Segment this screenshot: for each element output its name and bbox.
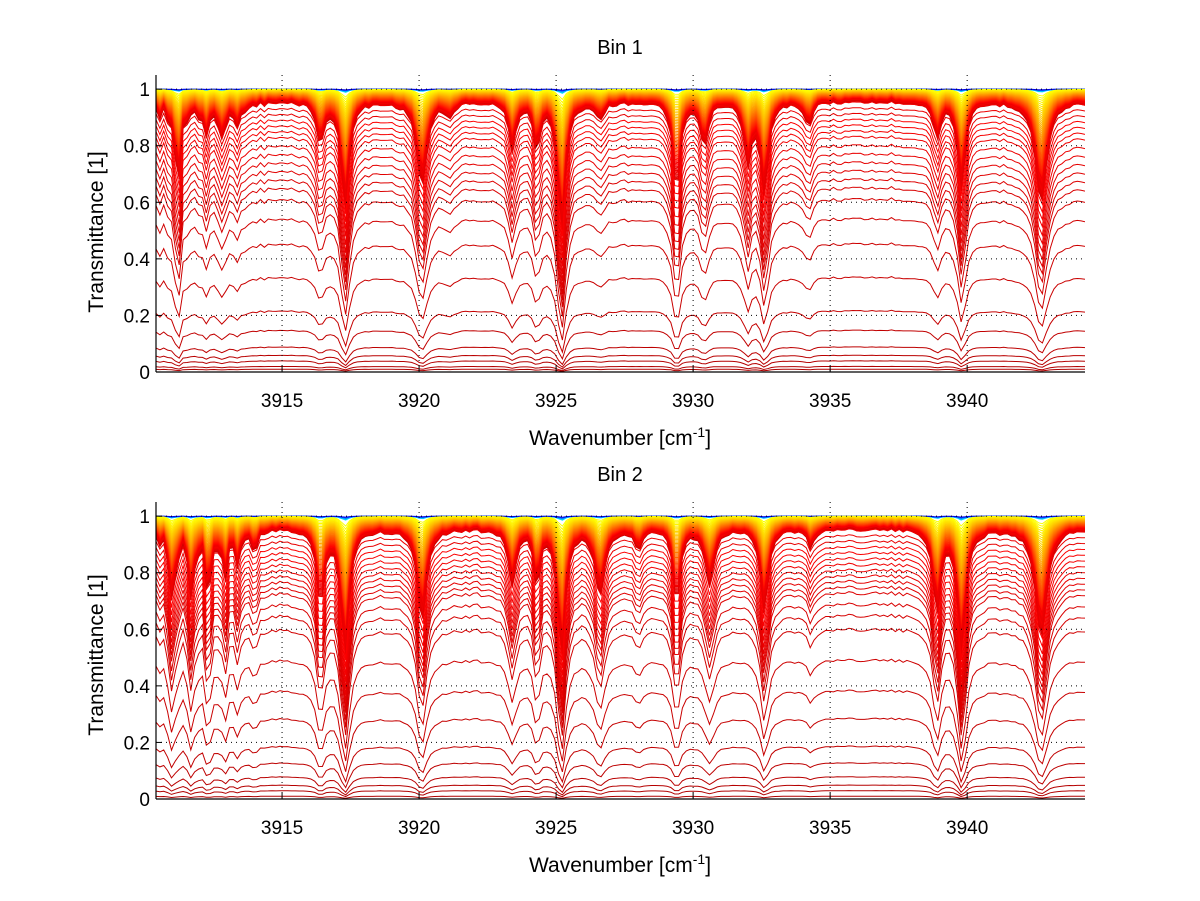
x-tick-label: 3925 [535, 391, 577, 412]
x-tick-label: 3920 [398, 391, 440, 412]
spectrum-line [156, 551, 1085, 669]
spectrum-line [156, 545, 1085, 661]
spectrum-line [156, 129, 1085, 252]
spectrum-line [156, 585, 1085, 708]
spectrum-line [156, 354, 1085, 368]
spectrum-line [156, 98, 1085, 227]
chart-title: Bin 2 [597, 464, 643, 486]
spectrum-line [156, 309, 1085, 354]
spectrum-line [156, 568, 1085, 690]
spectrum-line [156, 112, 1085, 228]
spectrum-line [156, 197, 1085, 308]
y-tick-label: 0.2 [124, 733, 150, 754]
y-tick-label: 0.6 [124, 193, 150, 214]
x-tick-label: 3935 [809, 391, 851, 412]
y-axis-label: Transmittance [1] [85, 151, 108, 312]
spectrum-line [156, 217, 1085, 317]
y-tick-label: 0.8 [124, 137, 150, 158]
x-axis-label-sup: -1 [693, 424, 706, 440]
spectrum-line [156, 118, 1085, 236]
spectrum-line [156, 579, 1085, 702]
plot-area [156, 515, 1085, 799]
x-tick-label: 3935 [809, 818, 851, 839]
y-tick-label: 0 [139, 363, 150, 384]
spectrum-line [156, 135, 1085, 259]
y-tick-label: 0.6 [124, 620, 150, 641]
spectrum-line [156, 658, 1085, 749]
y-tick-label: 0.4 [124, 677, 151, 698]
spectrum-line [156, 329, 1085, 361]
spectrum-line [156, 99, 1085, 234]
x-tick-label: 3915 [261, 391, 303, 412]
x-tick-label: 3940 [946, 818, 988, 839]
subplot-bin-1: Bin 1 Wavenumber [cm-1] Transmittance [1… [85, 37, 1085, 450]
spectrum-line [156, 689, 1085, 762]
x-tick-label: 3925 [535, 818, 577, 839]
spectrum-line [156, 168, 1085, 288]
spectrum-line [156, 534, 1085, 644]
spectrum-line [156, 528, 1085, 635]
spectrum-line [156, 177, 1085, 295]
spectrum-line [156, 562, 1085, 683]
x-axis-label-main: Wavenumber [cm [529, 854, 693, 877]
spectrum-line [156, 784, 1085, 796]
chart-title: Bin 1 [597, 37, 643, 59]
y-tick-label: 0 [139, 790, 150, 811]
spectrum-line [156, 152, 1085, 274]
spectrum-line [156, 795, 1085, 799]
spectrum-line [156, 602, 1085, 721]
spectrum-line [156, 790, 1085, 798]
x-axis-label-end: ] [705, 427, 711, 450]
y-axis-label: Transmittance [1] [85, 574, 108, 735]
subplot-bin-2: Bin 2 Wavenumber [cm-1] Transmittance [1… [85, 464, 1085, 877]
spectrum-line [156, 360, 1085, 370]
x-tick-label: 3915 [261, 818, 303, 839]
spectrum-line [156, 762, 1085, 789]
spectrum-line [156, 574, 1085, 696]
spectrum-line [156, 100, 1085, 210]
spectrum-line [156, 776, 1085, 794]
spectrum-line [156, 143, 1085, 267]
y-tick-label: 1 [139, 507, 150, 528]
spectrum-line [156, 106, 1085, 219]
x-tick-label: 3930 [672, 818, 714, 839]
y-tick-label: 1 [139, 80, 150, 101]
plot-area [156, 88, 1085, 372]
spectrum-line [156, 591, 1085, 714]
x-tick-label: 3930 [672, 391, 714, 412]
spectrum-line [156, 346, 1085, 366]
spectrum-line [156, 185, 1085, 301]
spectrum-line [156, 276, 1085, 341]
spectrum-line [156, 123, 1085, 244]
spectrum-line [156, 613, 1085, 728]
spectrum-line [156, 368, 1085, 372]
spectrum-line [156, 627, 1085, 736]
y-tick-label: 0.2 [124, 306, 150, 327]
spectrum-line [156, 556, 1085, 676]
x-axis-label: Wavenumber [cm-1] [529, 424, 711, 450]
spectrum-line [156, 365, 1085, 372]
x-axis-label-end: ] [705, 854, 711, 877]
x-axis-label: Wavenumber [cm-1] [529, 851, 711, 877]
x-tick-label: 3920 [398, 818, 440, 839]
spectrum-line [156, 717, 1085, 773]
y-tick-label: 0.8 [124, 564, 150, 585]
y-tick-label: 0.4 [124, 250, 151, 271]
spectrum-line [156, 745, 1085, 784]
x-axis-label-main: Wavenumber [cm [529, 427, 693, 450]
spectrum-line [156, 242, 1085, 328]
x-tick-label: 3940 [946, 391, 988, 412]
x-axis-label-sup: -1 [693, 851, 706, 867]
spectrum-line [156, 99, 1085, 235]
spectrum-line [156, 160, 1085, 282]
spectrum-line [156, 539, 1085, 653]
